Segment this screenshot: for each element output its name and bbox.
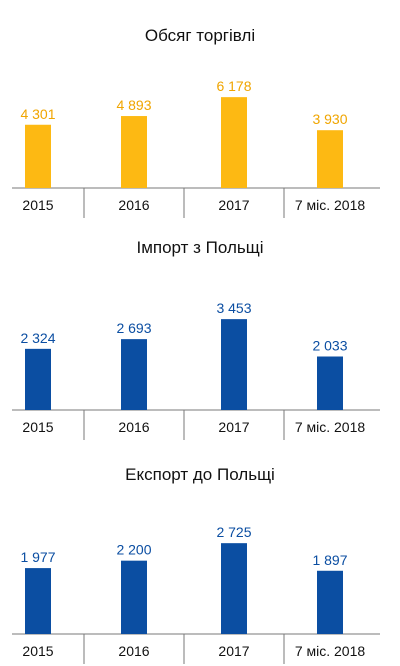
chart-title-import: Імпорт з Польщі (136, 238, 264, 257)
data-label: 6 178 (216, 78, 251, 94)
data-label: 4 893 (116, 97, 151, 113)
import-bar-chart: 2 324 2015 2 693 2016 3 453 2017 2 033 7 міс. 2… (12, 300, 380, 440)
data-label: 2 725 (216, 524, 251, 540)
data-label: 2 200 (116, 542, 151, 558)
data-label: 1 977 (20, 549, 55, 565)
data-label: 4 301 (20, 106, 55, 122)
bar-7-міс.-2018 (317, 130, 343, 188)
category-label: 2016 (118, 197, 149, 213)
data-label: 1 897 (312, 552, 347, 568)
bar-2017 (221, 97, 247, 188)
export-bar-chart: 1 977 2015 2 200 2016 2 725 2017 1 897 7 міс. 2… (12, 524, 380, 664)
chart-title-trade: Обсяг торгівлі (144, 26, 256, 45)
data-label: 2 324 (20, 330, 55, 346)
bar-2016 (121, 560, 147, 634)
category-label: 2015 (22, 643, 53, 659)
data-label: 2 693 (116, 320, 151, 336)
bar-2015 (25, 124, 51, 188)
category-label: 7 міс. 2018 (295, 419, 366, 435)
category-label: 7 міс. 2018 (295, 643, 366, 659)
category-label: 2016 (118, 643, 149, 659)
bar-7-міс.-2018 (317, 570, 343, 634)
bar-2015 (25, 568, 51, 634)
bar-7-міс.-2018 (317, 356, 343, 410)
category-label: 2015 (22, 419, 53, 435)
data-label: 3 930 (312, 111, 347, 127)
category-label: 7 міс. 2018 (295, 197, 366, 213)
category-label: 2015 (22, 197, 53, 213)
category-label: 2017 (218, 643, 249, 659)
bar-2017 (221, 543, 247, 634)
bar-2016 (121, 339, 147, 410)
trade-bar-chart: 4 301 2015 4 893 2016 6 178 2017 3 930 7 міс. 2… (12, 78, 380, 218)
category-label: 2017 (218, 197, 249, 213)
data-label: 2 033 (312, 338, 347, 354)
category-label: 2016 (118, 419, 149, 435)
data-label: 3 453 (216, 300, 251, 316)
category-label: 2017 (218, 419, 249, 435)
chart-title-export: Експорт до Польщі (125, 465, 275, 484)
bar-2016 (121, 116, 147, 188)
bar-2017 (221, 319, 247, 410)
bar-2015 (25, 348, 51, 410)
